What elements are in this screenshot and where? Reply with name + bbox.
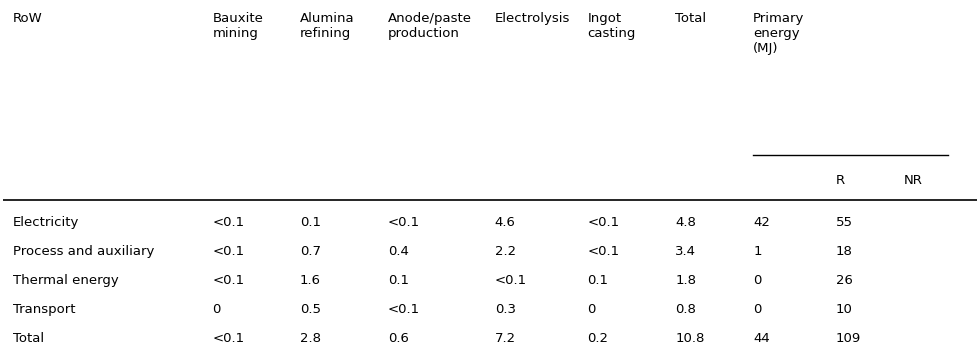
Text: 0.1: 0.1: [300, 216, 321, 229]
Text: 0.5: 0.5: [300, 303, 321, 316]
Text: <0.1: <0.1: [388, 303, 419, 316]
Text: 0: 0: [213, 303, 220, 316]
Text: 0: 0: [753, 303, 761, 316]
Text: 55: 55: [836, 216, 853, 229]
Text: 0.8: 0.8: [675, 303, 696, 316]
Text: 4.6: 4.6: [495, 216, 515, 229]
Text: <0.1: <0.1: [495, 274, 527, 287]
Text: 1.8: 1.8: [675, 274, 696, 287]
Text: <0.1: <0.1: [587, 216, 619, 229]
Text: 7.2: 7.2: [495, 332, 516, 345]
Text: 44: 44: [753, 332, 770, 345]
Text: 0.1: 0.1: [388, 274, 409, 287]
Text: Ingot
casting: Ingot casting: [587, 12, 636, 40]
Text: Total: Total: [13, 332, 44, 345]
Text: 0.3: 0.3: [495, 303, 515, 316]
Text: Electrolysis: Electrolysis: [495, 12, 570, 25]
Text: Process and auxiliary: Process and auxiliary: [13, 245, 154, 258]
Text: 0.1: 0.1: [587, 274, 609, 287]
Text: NR: NR: [905, 174, 923, 187]
Text: <0.1: <0.1: [213, 332, 244, 345]
Text: 18: 18: [836, 245, 853, 258]
Text: <0.1: <0.1: [213, 274, 244, 287]
Text: 3.4: 3.4: [675, 245, 696, 258]
Text: 42: 42: [753, 216, 770, 229]
Text: <0.1: <0.1: [213, 216, 244, 229]
Text: Anode/paste
production: Anode/paste production: [388, 12, 471, 40]
Text: Electricity: Electricity: [13, 216, 79, 229]
Text: Transport: Transport: [13, 303, 75, 316]
Text: <0.1: <0.1: [388, 216, 419, 229]
Text: 0: 0: [753, 274, 761, 287]
Text: R: R: [836, 174, 845, 187]
Text: Total: Total: [675, 12, 707, 25]
Text: 109: 109: [836, 332, 861, 345]
Text: 0: 0: [587, 303, 596, 316]
Text: Bauxite
mining: Bauxite mining: [213, 12, 264, 40]
Text: Primary
energy
(MJ): Primary energy (MJ): [753, 12, 805, 55]
Text: Alumina
refining: Alumina refining: [300, 12, 355, 40]
Text: 2.2: 2.2: [495, 245, 516, 258]
Text: 0.6: 0.6: [388, 332, 409, 345]
Text: 10.8: 10.8: [675, 332, 705, 345]
Text: RoW: RoW: [13, 12, 42, 25]
Text: 2.8: 2.8: [300, 332, 321, 345]
Text: 4.8: 4.8: [675, 216, 696, 229]
Text: 26: 26: [836, 274, 853, 287]
Text: 0.4: 0.4: [388, 245, 409, 258]
Text: 1.6: 1.6: [300, 274, 321, 287]
Text: 0.2: 0.2: [587, 332, 609, 345]
Text: 10: 10: [836, 303, 853, 316]
Text: <0.1: <0.1: [213, 245, 244, 258]
Text: 0.7: 0.7: [300, 245, 321, 258]
Text: <0.1: <0.1: [587, 245, 619, 258]
Text: 1: 1: [753, 245, 761, 258]
Text: Thermal energy: Thermal energy: [13, 274, 119, 287]
